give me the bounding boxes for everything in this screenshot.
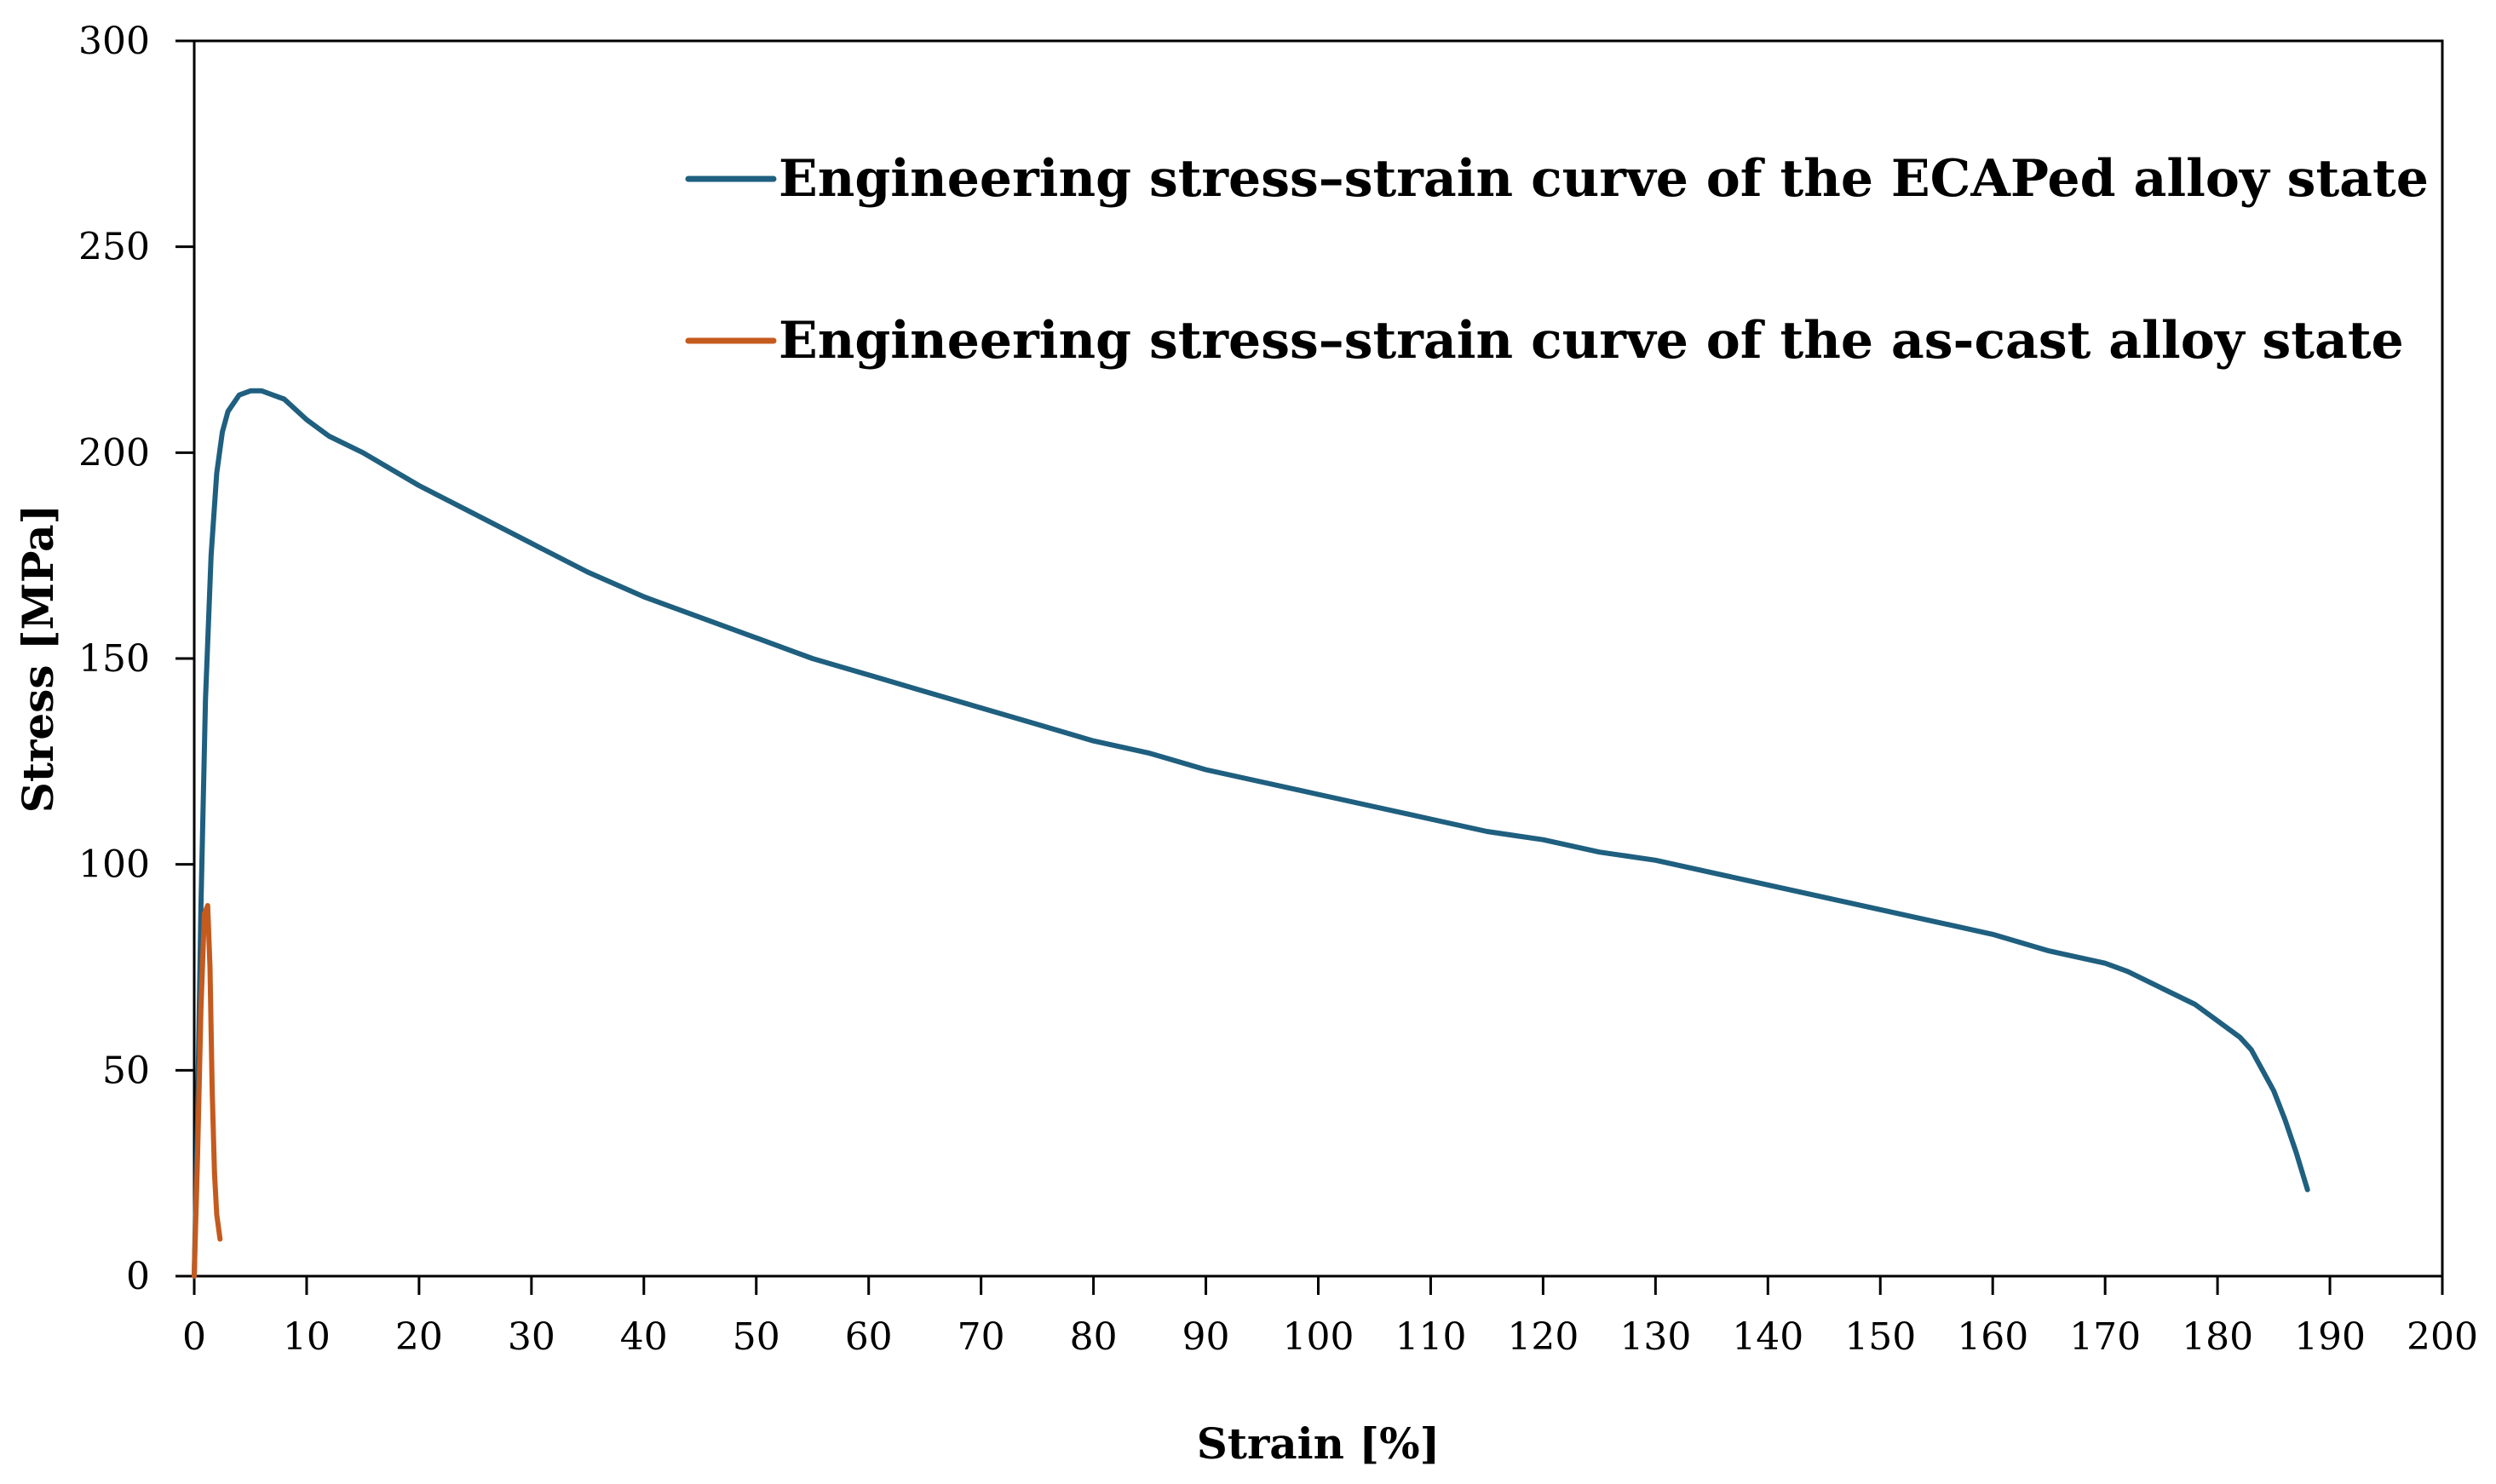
x-tick-label: 170 <box>2069 1315 2141 1359</box>
y-tick-label: 50 <box>102 1049 150 1092</box>
x-tick-label: 200 <box>2407 1315 2478 1359</box>
x-tick-label: 120 <box>1507 1315 1579 1359</box>
x-tick-label: 140 <box>1732 1315 1803 1359</box>
y-tick-label: 150 <box>78 637 150 681</box>
legend-label-as-cast: Engineering stress–strain curve of the a… <box>779 311 2404 371</box>
x-tick-label: 90 <box>1182 1315 1230 1359</box>
x-tick-label: 40 <box>620 1315 668 1359</box>
x-tick-label: 70 <box>958 1315 1005 1359</box>
x-tick-label: 60 <box>845 1315 893 1359</box>
y-tick-label: 100 <box>78 843 150 887</box>
y-axis: 0 50 100 150 200 250 300 <box>78 20 194 1298</box>
y-tick-label: 0 <box>126 1255 150 1298</box>
plot-area <box>193 39 2444 1278</box>
y-tick-label: 300 <box>78 20 150 63</box>
x-axis-title: Strain [%] <box>1197 1418 1441 1469</box>
x-tick-label: 10 <box>283 1315 331 1359</box>
legend-label-ecaped: Engineering stress–strain curve of the E… <box>779 149 2429 209</box>
series-layer <box>192 388 2310 1279</box>
plot-frame <box>193 39 2444 1278</box>
x-tick-label: 20 <box>395 1315 443 1359</box>
x-tick-label: 190 <box>2294 1315 2366 1359</box>
x-axis: 0 10 20 30 40 50 60 70 80 90 100 110 120 130 140 150 160… <box>182 1276 2478 1359</box>
x-tick-label: 100 <box>1283 1315 1354 1359</box>
x-tick-label: 0 <box>182 1315 206 1359</box>
series-line-ecaped <box>192 388 2310 1279</box>
x-tick-label: 30 <box>508 1315 555 1359</box>
x-tick-label: 150 <box>1844 1315 1916 1359</box>
y-tick-label: 200 <box>78 431 150 475</box>
legend: Engineering stress–strain curve of the E… <box>685 149 2429 371</box>
x-tick-label: 180 <box>2182 1315 2253 1359</box>
x-tick-label: 50 <box>733 1315 780 1359</box>
x-tick-label: 130 <box>1619 1315 1691 1359</box>
x-tick-label: 80 <box>1070 1315 1118 1359</box>
y-axis-title: Stress [MPa] <box>13 504 63 813</box>
series-line-as-cast <box>192 903 223 1279</box>
x-tick-label: 160 <box>1957 1315 2028 1359</box>
y-tick-label: 250 <box>78 226 150 269</box>
x-tick-label: 110 <box>1395 1315 1466 1359</box>
